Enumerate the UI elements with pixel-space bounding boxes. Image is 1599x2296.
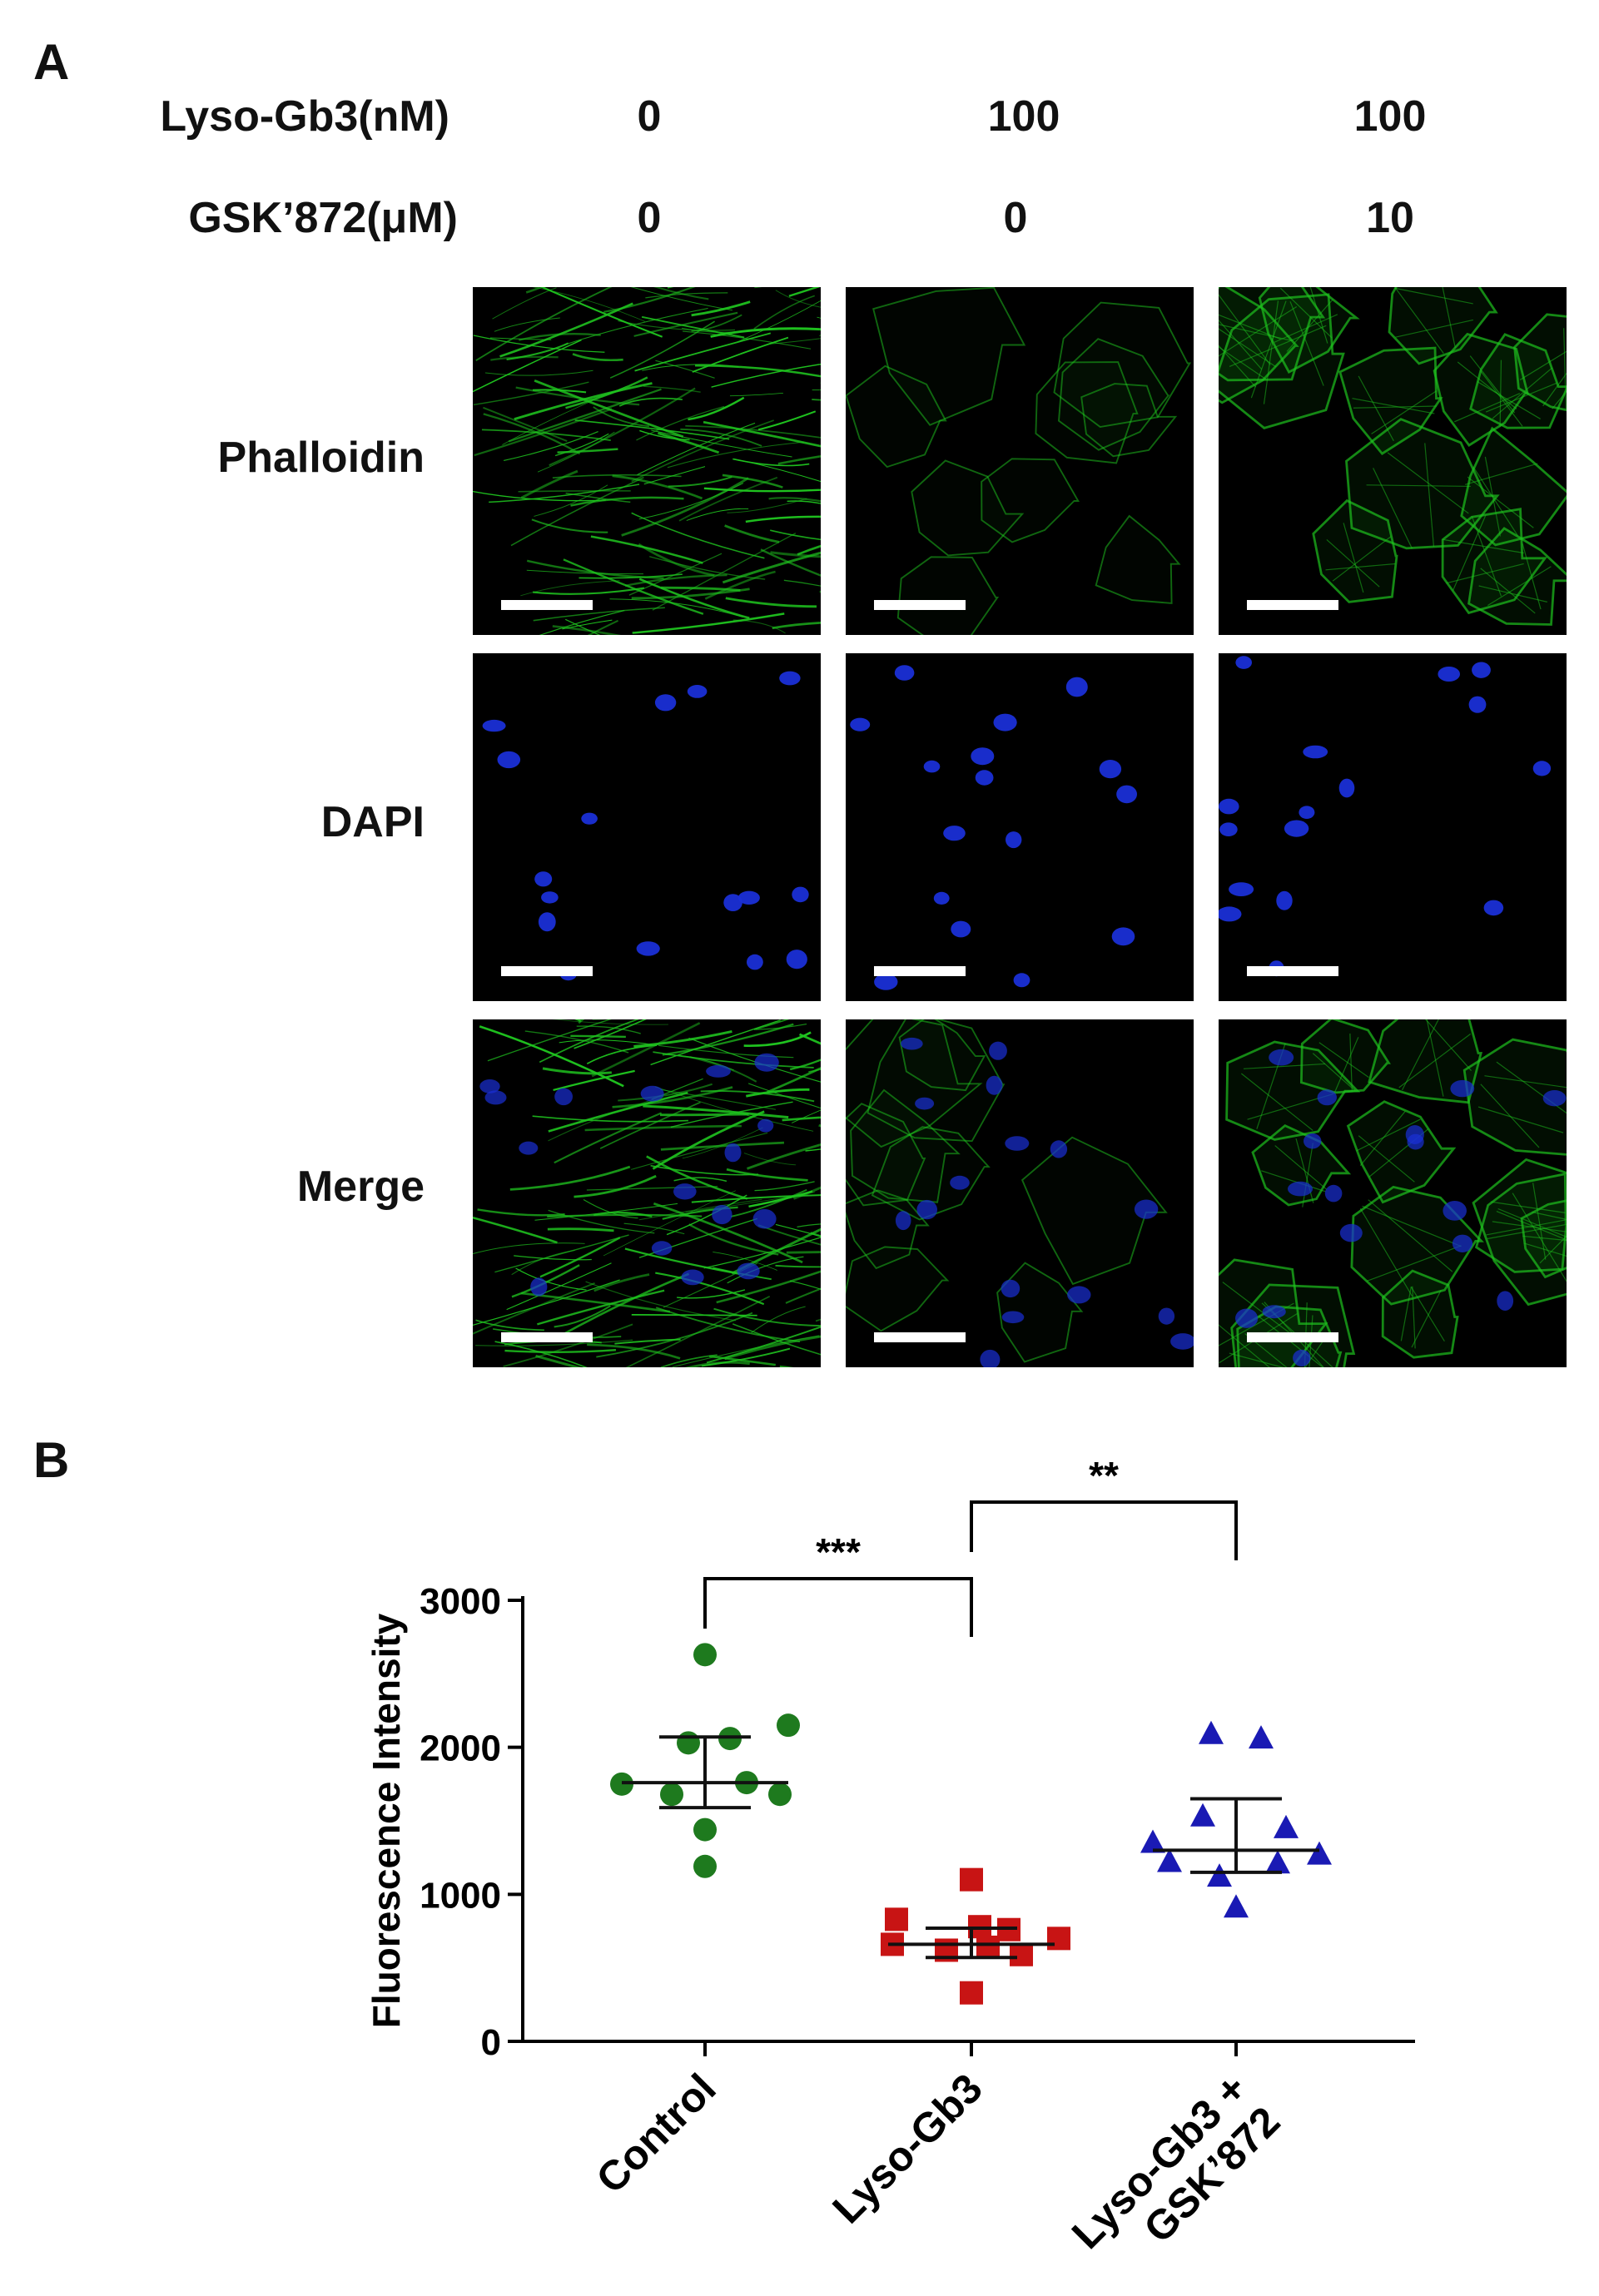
data-point	[677, 1731, 700, 1755]
micrograph-merge-3	[1219, 1019, 1567, 1367]
significance-bracket	[970, 1500, 1238, 1560]
y-tick-label: 2000	[420, 1728, 501, 1769]
x-tick-label-line: Control	[588, 2065, 725, 2202]
lyso-gb3-value-3: 100	[1353, 92, 1427, 141]
significance-label: ***	[816, 1530, 861, 1574]
data-point	[1047, 1927, 1070, 1951]
data-point	[693, 1643, 717, 1667]
gsk872-value-2: 0	[1003, 194, 1028, 242]
panel-b-letter: B	[33, 1432, 70, 1488]
data-point	[960, 1981, 983, 2005]
data-point	[693, 1854, 717, 1878]
scale-bar	[1247, 966, 1338, 976]
scale-bar	[501, 966, 593, 976]
data-point	[976, 1935, 1000, 1959]
data-point	[660, 1783, 683, 1807]
significance-bracket	[703, 1577, 973, 1637]
y-tick-label: 0	[481, 2022, 501, 2063]
data-point	[1140, 1829, 1165, 1853]
micrograph-dapi-2	[846, 653, 1194, 1001]
data-point	[1224, 1894, 1249, 1918]
x-tick-label-line: Lyso-Gb3	[823, 2065, 991, 2232]
significance-label: **	[1089, 1454, 1119, 1497]
micrograph-phalloidin-1	[473, 287, 821, 635]
lyso-gb3-label: Lyso-Gb3(nM)	[160, 92, 449, 141]
data-point	[1010, 1942, 1033, 1966]
scale-bar	[1247, 1332, 1338, 1342]
data-point	[1274, 1814, 1299, 1838]
data-point	[777, 1713, 800, 1738]
lyso-gb3-value-2: 100	[987, 92, 1060, 141]
gsk872-label: GSK’872(μM)	[188, 194, 458, 242]
data-point	[693, 1817, 717, 1842]
scale-bar	[874, 1332, 966, 1342]
scale-bar	[501, 600, 593, 610]
gsk872-value-1: 0	[637, 194, 662, 242]
data-point	[1207, 1863, 1232, 1887]
data-point	[768, 1783, 792, 1807]
y-tick-label: 1000	[420, 1875, 501, 1916]
micrograph-dapi-3	[1219, 653, 1567, 1001]
lyso-gb3-value-1: 0	[637, 92, 662, 141]
row-label-merge: Merge	[296, 1163, 425, 1211]
row-label-dapi: DAPI	[320, 798, 425, 846]
fluorescence-chart: 0 1000 2000 3000 Fluorescence Intensity Contr…	[365, 1454, 1415, 2290]
data-point	[885, 1907, 908, 1932]
x-tick-label: Lyso-Gb3	[823, 2065, 991, 2232]
scale-bar	[874, 600, 966, 610]
row-label-phalloidin: Phalloidin	[217, 434, 425, 482]
micrograph-merge-1	[473, 1019, 821, 1367]
y-axis-label: Fluorescence Intensity	[365, 1613, 408, 2028]
scale-bar	[501, 1332, 593, 1342]
scale-bar	[1247, 600, 1338, 610]
micrograph-phalloidin-3	[1219, 287, 1567, 635]
x-tick-label: Control	[588, 2065, 725, 2202]
data-point	[1265, 1850, 1290, 1874]
scale-bar	[874, 966, 966, 976]
micrograph-phalloidin-2	[846, 287, 1194, 635]
data-point	[960, 1867, 983, 1892]
data-point	[1199, 1720, 1224, 1744]
data-point	[1249, 1725, 1274, 1749]
data-point	[1307, 1841, 1332, 1865]
gsk872-value-3: 10	[1366, 194, 1414, 242]
micrograph-dapi-1	[473, 653, 821, 1001]
data-point	[1157, 1848, 1182, 1872]
panel-a-letter: A	[33, 34, 70, 90]
y-tick-label: 3000	[420, 1581, 501, 1622]
micrograph-merge-2	[846, 1019, 1194, 1367]
data-point	[1190, 1803, 1215, 1827]
x-tick-label: Lyso-Gb3 +GSK’872	[1063, 2065, 1289, 2290]
